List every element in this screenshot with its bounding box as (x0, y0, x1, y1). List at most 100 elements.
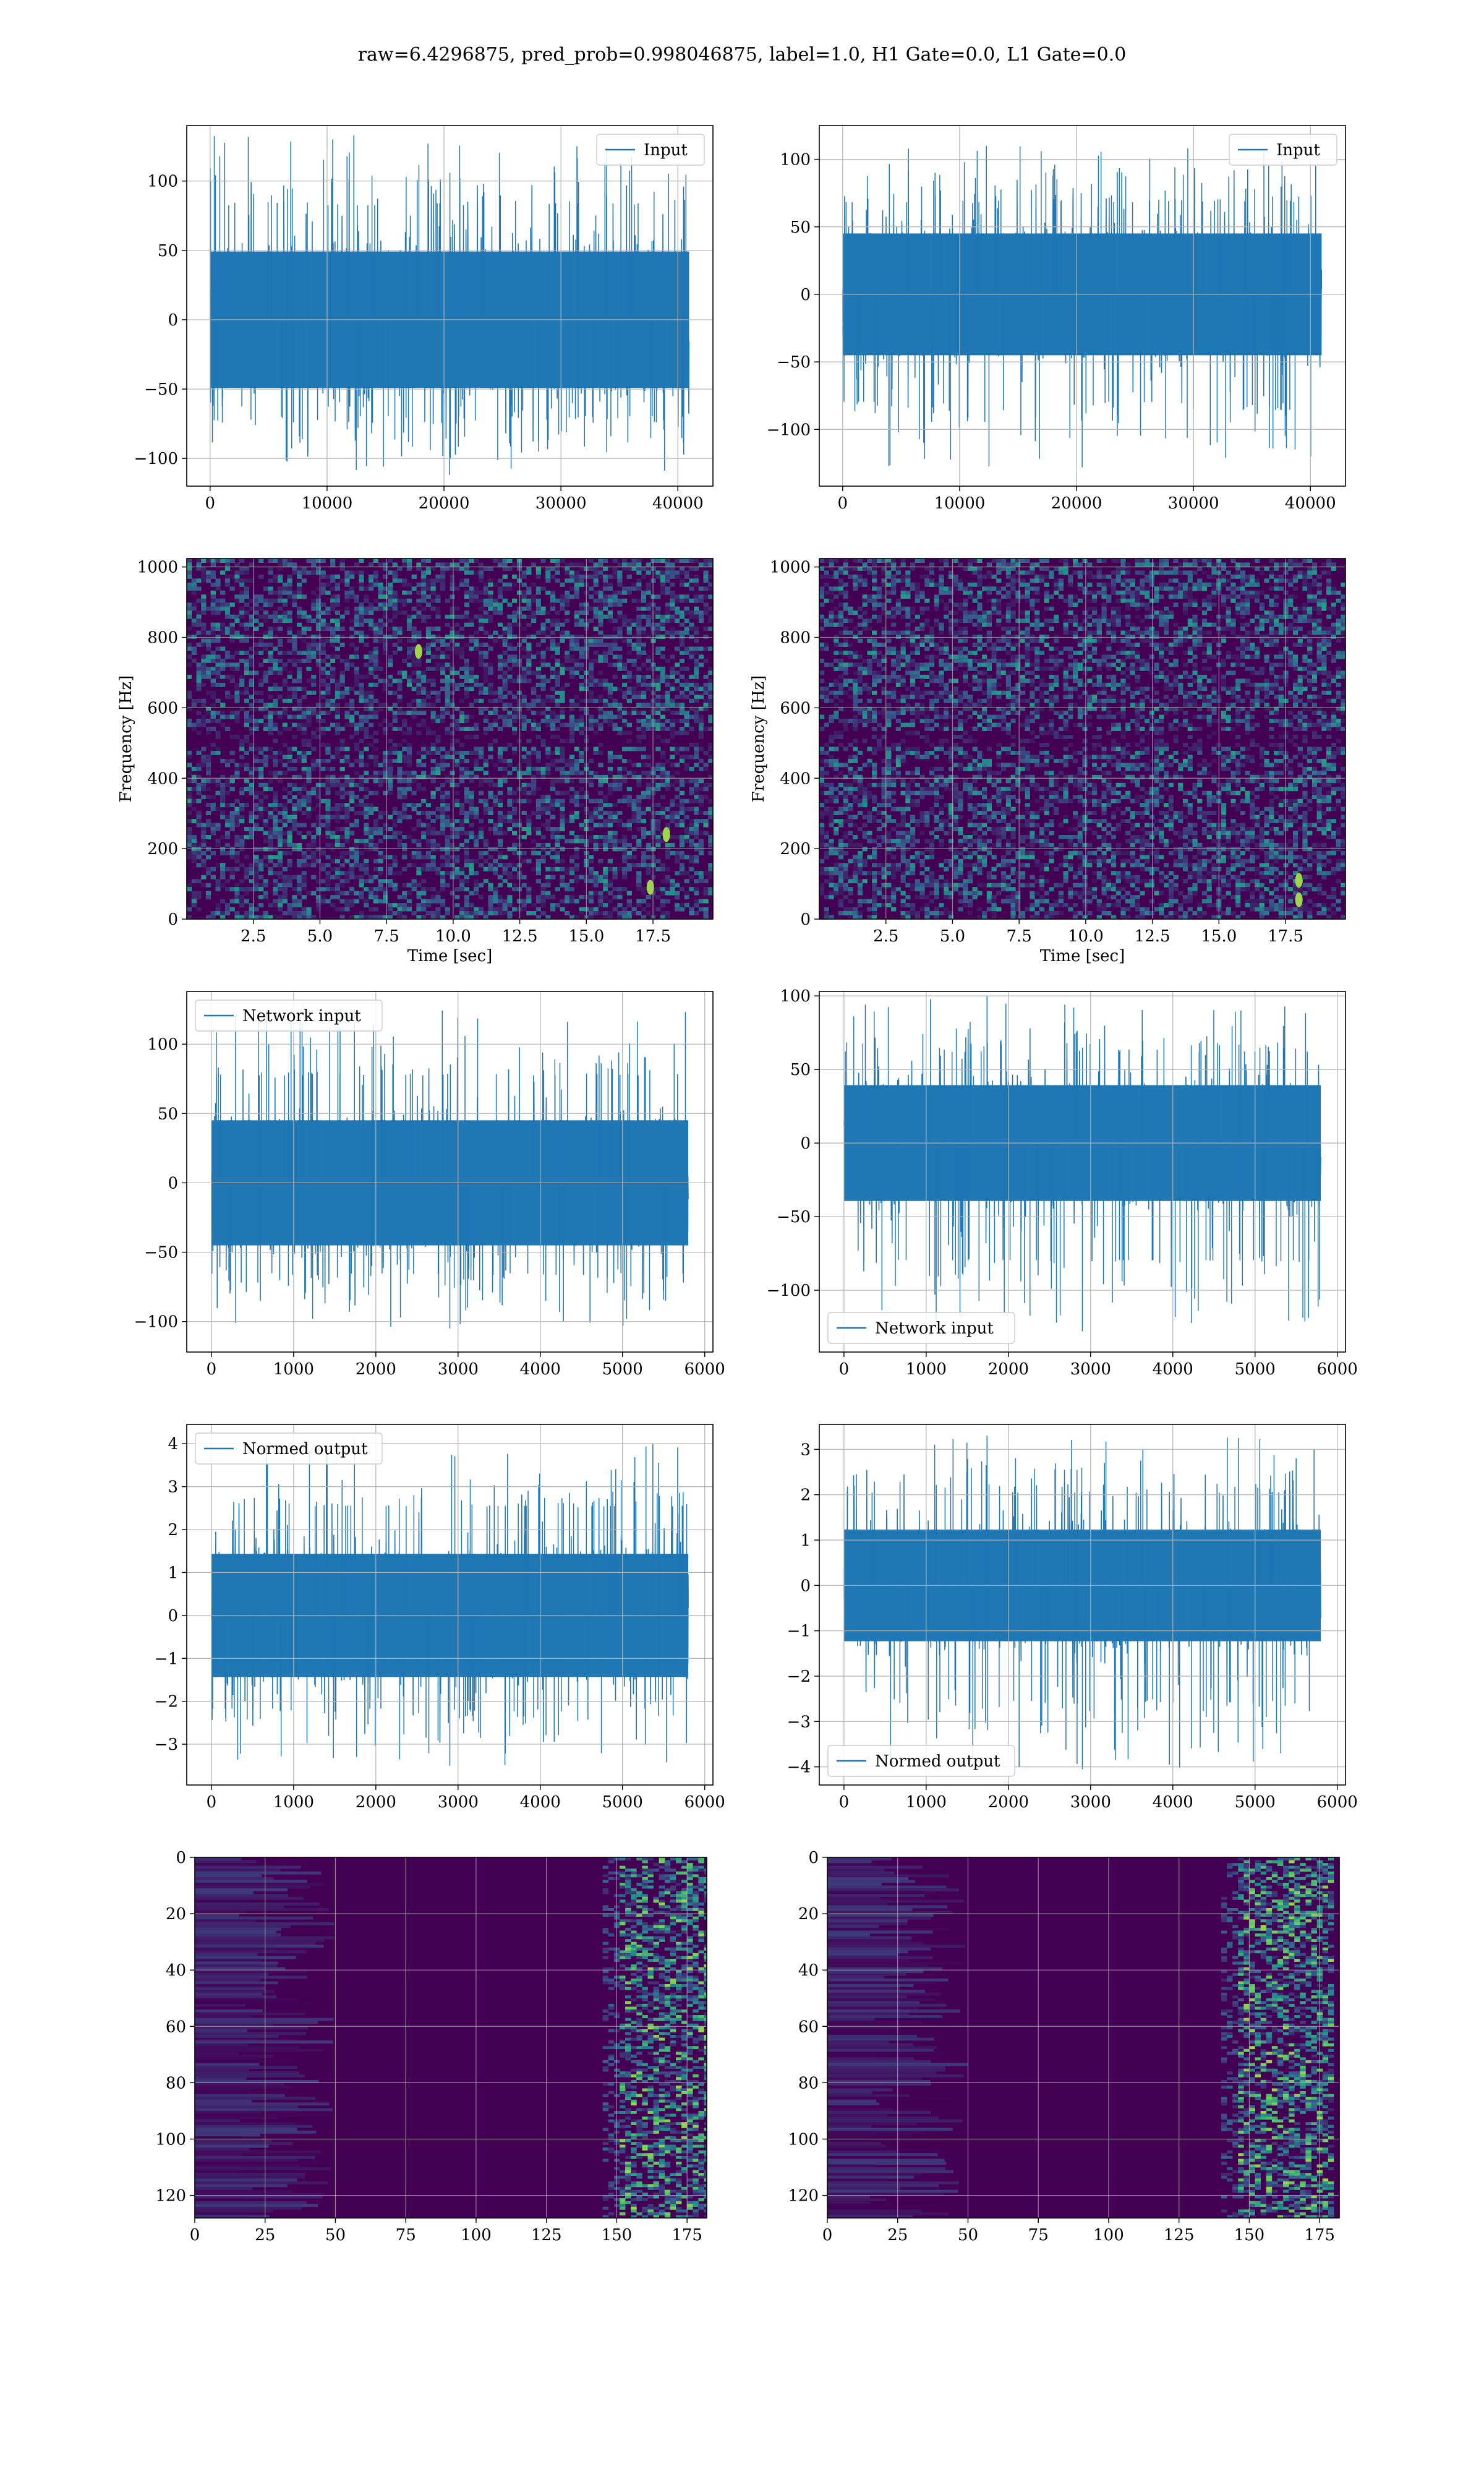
heatmap-cell (354, 847, 360, 852)
heatmap-cell (320, 678, 326, 683)
heatmap-cell (191, 899, 197, 904)
heatmap-cell (254, 722, 259, 727)
heatmap-cell (368, 602, 374, 607)
heatmap-cell (569, 899, 575, 904)
heatmap-cell (378, 627, 383, 631)
heatmap-cell (502, 638, 508, 643)
heatmap-cell (579, 895, 584, 900)
heatmap-cell (641, 730, 647, 735)
heatmap-cell (636, 803, 642, 808)
heatmap-cell (526, 891, 532, 896)
heatmap-cell (579, 779, 584, 784)
heatmap-cell (450, 742, 455, 747)
heatmap-cell (187, 606, 192, 611)
heatmap-cell (335, 895, 341, 900)
heatmap-cell (277, 907, 283, 912)
heatmap-cell (469, 915, 474, 919)
heatmap-cell (445, 795, 450, 800)
heatmap-cell (545, 646, 551, 651)
heatmap-cell (675, 811, 680, 816)
y-tick-label: −50 (144, 380, 178, 399)
heatmap-cell (626, 827, 632, 831)
heatmap-cell (655, 811, 661, 816)
heatmap-cell (469, 750, 474, 755)
heatmap-cell (201, 698, 207, 703)
heatmap-cell (359, 750, 364, 755)
heatmap-cell (535, 750, 541, 755)
heatmap-cell (440, 570, 446, 575)
heatmap-cell (502, 586, 508, 591)
heatmap-cell (464, 766, 469, 771)
heatmap-cell (296, 750, 302, 755)
heatmap-cell (378, 779, 383, 784)
heatmap-cell (603, 635, 608, 640)
heatmap-cell (454, 630, 460, 635)
heatmap-cell (249, 714, 254, 719)
heatmap-cell (277, 614, 283, 619)
heatmap-cell (311, 650, 317, 655)
y-tick-label: −100 (767, 421, 811, 439)
heatmap-cell (239, 903, 245, 908)
heatmap-cell (607, 714, 613, 719)
heatmap-cell (368, 582, 374, 587)
heatmap-cell (689, 610, 694, 615)
heatmap-cell (560, 758, 565, 763)
heatmap-cell (306, 618, 312, 623)
heatmap-cell (540, 811, 546, 816)
heatmap-cell (411, 706, 417, 711)
heatmap-cell (354, 690, 360, 695)
heatmap-cell (469, 863, 474, 868)
heatmap-cell (670, 719, 675, 724)
heatmap-cell (497, 606, 503, 611)
heatmap-cell (220, 622, 226, 627)
heatmap-cell (512, 622, 518, 627)
heatmap-cell (636, 903, 642, 908)
heatmap-cell (440, 915, 446, 919)
heatmap-cell (445, 727, 450, 732)
heatmap-cell (464, 690, 469, 695)
heatmap-cell (196, 774, 202, 779)
heatmap-cell (655, 858, 661, 863)
heatmap-cell (555, 790, 560, 795)
heatmap-cell (521, 787, 527, 792)
heatmap-cell (588, 670, 594, 675)
heatmap-cell (665, 787, 670, 792)
heatmap-cell (373, 582, 378, 587)
heatmap-cell (229, 602, 235, 607)
heatmap-cell (258, 811, 264, 816)
heatmap-cell (665, 875, 670, 880)
heatmap-cell (335, 827, 341, 831)
heatmap-cell (579, 706, 584, 711)
heatmap-cell (425, 570, 432, 575)
heatmap-cell (521, 638, 527, 643)
heatmap-cell (598, 614, 603, 619)
heatmap-cell (535, 787, 541, 792)
heatmap-cell (502, 779, 508, 784)
heatmap-cell (560, 811, 565, 816)
heatmap-cell (655, 610, 661, 615)
heatmap-cell (636, 703, 642, 708)
heatmap-cell (196, 618, 202, 623)
heatmap-cell (440, 719, 446, 724)
heatmap-cell (535, 727, 541, 732)
heatmap-cell (239, 787, 245, 792)
heatmap-cell (579, 618, 584, 623)
heatmap-cell (229, 871, 235, 876)
heatmap-cell (545, 766, 551, 771)
heatmap-cell (277, 711, 283, 716)
heatmap-cell (531, 903, 537, 908)
heatmap-cell (210, 678, 216, 683)
heatmap-cell (364, 839, 369, 844)
heatmap-cell (364, 899, 369, 904)
heatmap-cell (636, 622, 642, 627)
heatmap-cell (560, 687, 565, 691)
heatmap-cell (210, 654, 216, 659)
heatmap-cell (349, 586, 355, 591)
heatmap-cell (445, 842, 450, 847)
heatmap-cell (464, 614, 469, 619)
heatmap-cell (502, 627, 508, 631)
heatmap-cell (373, 646, 378, 651)
heatmap-cell (373, 842, 378, 847)
heatmap-cell (560, 559, 565, 563)
heatmap-cell (392, 883, 398, 888)
